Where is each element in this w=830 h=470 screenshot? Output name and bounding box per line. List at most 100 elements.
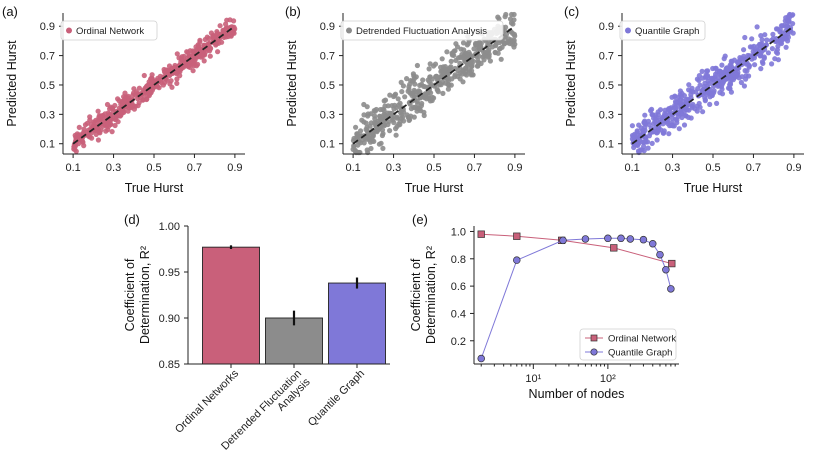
bar (202, 246, 260, 365)
data-point (708, 75, 715, 81)
data-point (427, 61, 433, 67)
data-point (769, 61, 775, 67)
data-point (371, 138, 377, 144)
data-point (496, 16, 502, 22)
data-point (385, 110, 391, 116)
data-point (485, 49, 491, 55)
data-point (790, 21, 796, 27)
y-axis-label: Coefficient of (123, 258, 137, 331)
data-point (398, 79, 404, 85)
data-point (700, 109, 706, 115)
data-point (355, 142, 361, 148)
data-point (505, 38, 511, 45)
y-axis-label-group: Coefficient of Determination, R² (123, 246, 152, 344)
data-point (761, 54, 767, 60)
data-point (679, 90, 685, 97)
data-point (686, 107, 692, 113)
data-point (206, 35, 212, 42)
data-point (657, 107, 664, 113)
data-point (770, 31, 776, 37)
data-point (783, 15, 789, 21)
data-point (459, 71, 465, 77)
data-point (481, 53, 487, 59)
data-point (677, 97, 684, 103)
y-axis-label: Predicted Hurst (5, 40, 19, 127)
y-tick-label: 0.3 (320, 109, 335, 121)
data-point (370, 131, 376, 138)
series-marker (581, 235, 590, 243)
x-tick-label: 0.1 (65, 162, 80, 174)
data-point (641, 148, 647, 154)
data-point (742, 34, 748, 41)
data-point (231, 30, 237, 36)
data-point (706, 81, 712, 87)
y-tick-label: 0.9 (320, 21, 335, 33)
data-point (352, 148, 358, 154)
data-point (703, 74, 709, 80)
data-point (406, 117, 412, 123)
data-point (364, 147, 370, 153)
data-point (714, 100, 720, 106)
data-point (361, 112, 367, 118)
x-tick-label: 0.3 (106, 162, 121, 174)
data-point (509, 11, 515, 18)
reference-line (72, 25, 236, 145)
data-point (498, 56, 504, 62)
data-point (681, 122, 688, 128)
data-point (721, 56, 727, 62)
x-tick-label: 0.5 (146, 162, 161, 174)
series-marker (513, 256, 521, 264)
data-point (115, 119, 121, 125)
data-point (741, 53, 747, 60)
data-point (502, 14, 508, 20)
y-axis-label: Coefficient of (409, 258, 423, 331)
data-point (406, 84, 412, 90)
data-point (119, 101, 126, 107)
data-point (461, 47, 467, 53)
data-point (135, 103, 141, 109)
data-point (373, 106, 379, 113)
x-tick-label: 10² (600, 373, 616, 385)
y-tick-label: 0.3 (40, 109, 55, 121)
data-point (747, 53, 753, 59)
data-point (439, 56, 445, 62)
data-point (453, 57, 459, 64)
reference-line (631, 25, 795, 145)
data-point (394, 123, 400, 130)
data-point (717, 69, 723, 76)
data-point (452, 74, 458, 80)
data-point (354, 134, 360, 141)
data-point (353, 124, 359, 130)
data-point (478, 60, 484, 67)
data-point (432, 61, 439, 67)
y-tick-label: 0.2 (451, 336, 466, 348)
legend-box (340, 20, 504, 41)
data-point (107, 111, 113, 117)
data-point (649, 140, 655, 146)
data-point (380, 131, 386, 137)
data-point (640, 139, 646, 145)
data-point (149, 72, 155, 78)
data-point (675, 113, 682, 119)
data-point (372, 113, 378, 119)
data-point (742, 68, 748, 74)
data-point (762, 32, 768, 38)
panel-a-scatter: (a) 0.1 0.1 0.3 0.3 0.5 0.5 0.7 0.7 0.9 0.9 True Hu… (2, 4, 245, 195)
data-point (646, 122, 652, 128)
data-point (411, 104, 417, 110)
y-tick-label: 0.85 (159, 359, 180, 371)
data-point (231, 18, 237, 24)
data-point (676, 126, 682, 132)
data-point (690, 101, 696, 108)
data-point (495, 50, 501, 56)
data-point (378, 140, 384, 146)
data-point (477, 39, 483, 46)
data-point (784, 22, 790, 29)
data-point (738, 79, 745, 86)
data-point (141, 72, 147, 79)
data-point (414, 62, 420, 69)
data-point (783, 44, 789, 50)
data-point (112, 122, 118, 129)
x-tick-label: 0.3 (386, 162, 401, 174)
y-axis-label: Determination, R² (424, 246, 438, 344)
